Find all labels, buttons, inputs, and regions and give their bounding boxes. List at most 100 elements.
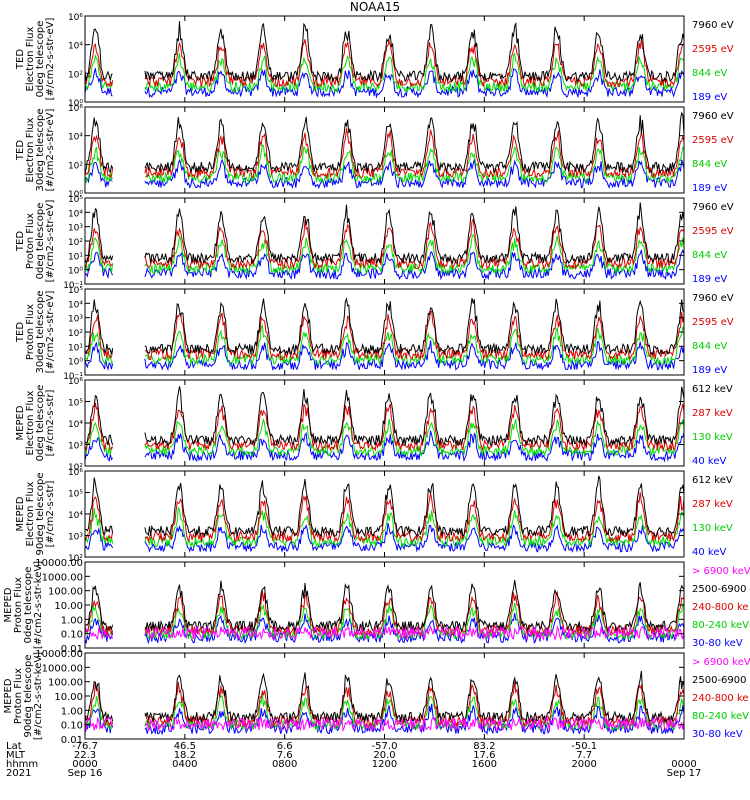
y-axis-label: 0deg telescope — [35, 21, 46, 98]
series-trace-844-ev — [85, 233, 684, 276]
y-tick-label: 10⁰ — [68, 358, 83, 368]
series-trace-2500-6900 — [85, 670, 684, 724]
legend-entry: 189 eV — [692, 183, 727, 194]
series-trace-7960-ev — [85, 111, 684, 174]
y-axis-label: 0deg telescope — [35, 385, 46, 462]
y-tick-label: 10⁴ — [68, 42, 83, 52]
chart-panel-5: 10² 10³ 10⁴ 10⁵ 10⁶ MEPED Electron Flux 0deg te… — [15, 377, 733, 473]
y-axis-label: TED — [15, 231, 26, 252]
panel-data-marks — [85, 670, 684, 736]
y-tick-label: 10⁵ — [68, 286, 83, 296]
chart-panel-8: 0.01 0.10 1.00 10.00 100.00 1000.00 10000.00 ME… — [3, 649, 750, 746]
y-tick-label: 10⁴ — [68, 209, 83, 219]
legend-entry: 40 keV — [692, 547, 726, 558]
legend-entry: 130 keV — [692, 432, 733, 443]
y-axis-label: Proton Flux — [13, 668, 24, 724]
y-tick-label: 10⁶ — [68, 13, 83, 23]
y-tick-label: 10² — [68, 70, 83, 80]
legend-entry: 189 eV — [692, 365, 727, 376]
legend-entry: 612 keV — [692, 384, 733, 395]
y-axis-label: [#/cm2-s-str] — [45, 389, 56, 456]
legend-entry: 7960 eV — [692, 20, 734, 31]
x-tick-hhmm: 0400 — [172, 759, 197, 770]
y-axis-label: [#/cm2-s-str-eV] — [45, 109, 56, 192]
y-tick-label: 10³ — [68, 224, 83, 234]
y-axis-label: 90deg telescope — [23, 654, 34, 737]
y-axis-label: Electron Flux — [25, 390, 36, 455]
legend-entry: 2500-6900 — [692, 675, 747, 686]
legend-entry: 30-80 keV — [692, 729, 743, 740]
y-axis-label: [#/cm2-s-str-eV] — [45, 291, 56, 374]
legend-entry: 2595 eV — [692, 135, 734, 146]
y-tick-label: 10.00 — [54, 692, 83, 703]
legend-entry: 189 eV — [692, 274, 727, 285]
chart-panel-7: 0.01 0.10 1.00 10.00 100.00 1000.00 10000.00 ME… — [3, 558, 750, 655]
y-axis-label: 90deg telescope — [35, 472, 46, 555]
series-trace-844-ev — [85, 144, 684, 185]
y-tick-label: 10¹ — [68, 252, 83, 262]
y-tick-label: 100.00 — [48, 587, 83, 598]
y-tick-label: 10² — [68, 554, 83, 564]
x-tick-hhmm: 0000 — [671, 759, 696, 770]
y-axis-label: Proton Flux — [25, 213, 36, 269]
legend-entry: 612 keV — [692, 475, 733, 486]
y-axis-label: TED — [15, 140, 26, 161]
series-trace--6900-kev — [85, 624, 684, 642]
y-tick-label: 10³ — [68, 315, 83, 325]
y-tick-label: 1000.00 — [42, 572, 83, 583]
y-tick-label: 10⁴ — [68, 511, 83, 521]
y-axis-label: MEPED — [3, 678, 14, 713]
series-trace-7960-ev — [85, 21, 684, 83]
y-tick-label: 10000.00 — [35, 649, 83, 660]
x-row-label: MLT — [6, 750, 26, 761]
y-tick-label: 10³ — [68, 442, 83, 452]
y-tick-label: 10² — [68, 329, 83, 339]
legend-entry: 844 eV — [692, 159, 727, 170]
series-trace-80-240-kev — [85, 693, 684, 732]
legend-entry: > 6900 keV — [692, 657, 750, 668]
legend-entry: 7960 eV — [692, 111, 734, 122]
legend-entry: 2500-6900 — [692, 584, 747, 595]
series-trace-189-ev — [85, 340, 684, 372]
x-tick-hhmm: 0000 — [72, 759, 97, 770]
y-tick-label: 10² — [68, 463, 83, 473]
y-tick-label: 10³ — [68, 533, 83, 543]
panel-data-marks — [85, 202, 684, 281]
y-tick-label: 10⁶ — [68, 468, 83, 478]
series-trace--6900-kev — [85, 715, 684, 733]
legend-entry: 30-80 keV — [692, 638, 743, 649]
legend-entry: 40 keV — [692, 456, 726, 467]
y-tick-label: 10¹ — [68, 343, 83, 353]
x-row-label: hhmm — [6, 759, 38, 770]
y-tick-label: 10⁶ — [68, 377, 83, 387]
y-tick-label: 1.00 — [61, 615, 83, 626]
y-tick-label: 10⁶ — [68, 104, 83, 114]
legend-entry: 240-800 ke — [692, 602, 749, 613]
x-tick-hhmm: 1200 — [372, 759, 397, 770]
y-axis-label: [#/cm2-s-str-keV] — [33, 561, 44, 649]
x-tick-date: Sep 17 — [667, 768, 702, 779]
y-tick-label: 10⁰ — [68, 267, 83, 277]
legend-entry: 844 eV — [692, 68, 727, 79]
panel-data-marks — [85, 386, 684, 463]
y-tick-label: 10.00 — [54, 601, 83, 612]
legend-entry: 287 keV — [692, 408, 733, 419]
x-tick-lat: -57.0 — [372, 741, 398, 752]
legend-entry: 2595 eV — [692, 226, 734, 237]
series-trace-2595-ev — [85, 217, 684, 271]
chart-panel-6: 10² 10³ 10⁴ 10⁵ 10⁶ MEPED Electron Flux 90deg t… — [15, 468, 733, 564]
y-axis-label: MEPED — [3, 587, 14, 622]
series-trace-189-ev — [85, 158, 684, 190]
y-axis-label: MEPED — [15, 405, 26, 440]
panel-data-marks — [85, 475, 684, 553]
x-tick-hhmm: 2000 — [571, 759, 596, 770]
x-tick-mlt: 18.2 — [174, 750, 196, 761]
legend-entry: 7960 eV — [692, 293, 734, 304]
y-axis-label: Electron Flux — [25, 481, 36, 546]
series-trace-7960-ev — [85, 202, 684, 265]
y-axis-label: Electron Flux — [25, 117, 36, 182]
panel-data-marks — [85, 111, 684, 190]
